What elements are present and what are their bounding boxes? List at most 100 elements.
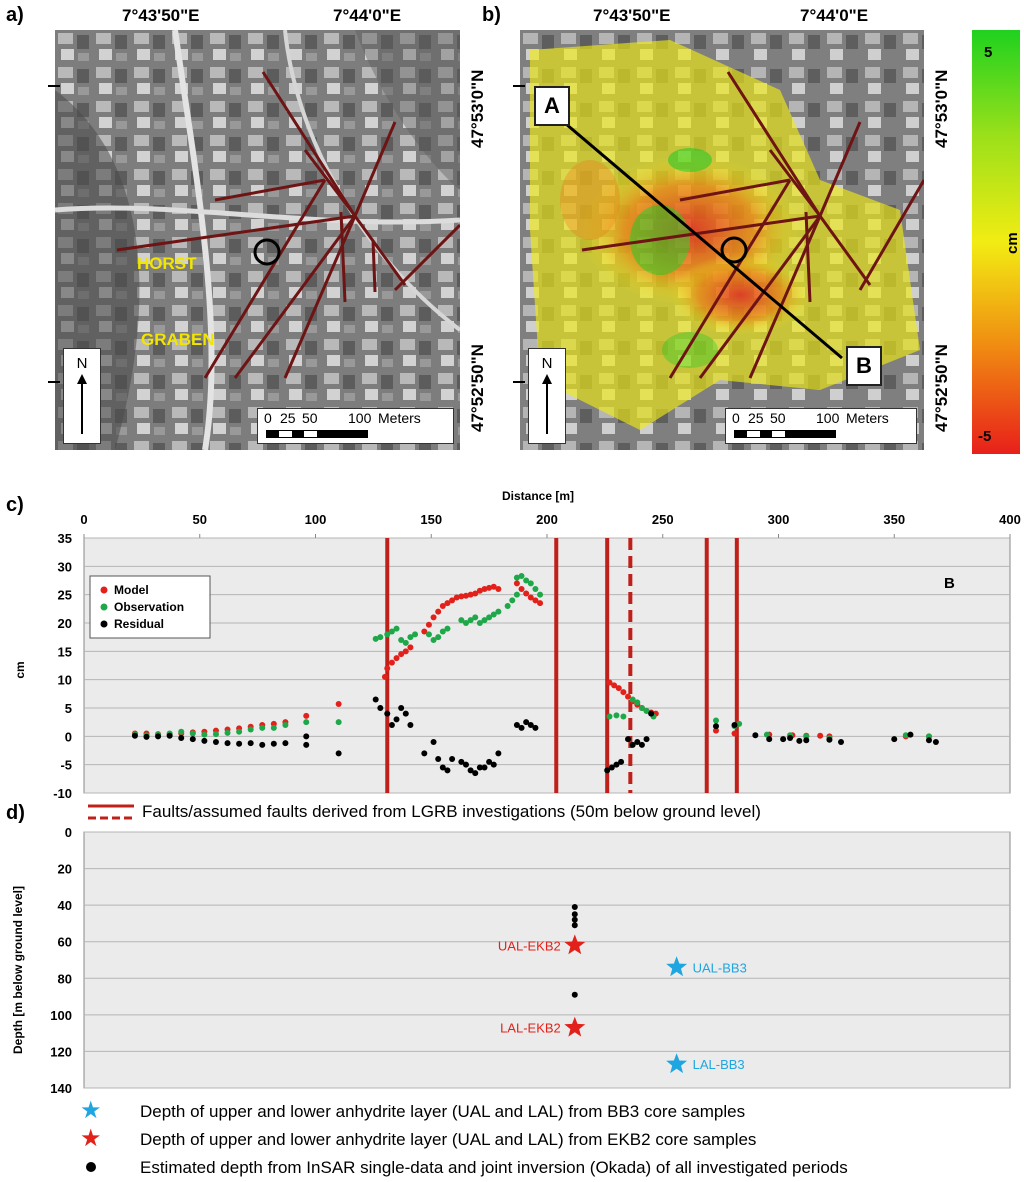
profile-line [565, 122, 843, 360]
y-tick-label: -10 [53, 786, 72, 801]
north-arrow-b: N [528, 348, 566, 444]
residual-point [527, 722, 534, 728]
x-tick-label: 250 [652, 512, 674, 527]
model-point [625, 693, 632, 700]
star-label: UAL-EKB2 [498, 938, 561, 953]
north-label-a: N [76, 355, 88, 372]
ekb2-star [564, 934, 586, 955]
residual-point [398, 705, 405, 711]
residual-point [625, 736, 632, 743]
observation-point [902, 732, 909, 739]
observation-point [509, 597, 516, 604]
colorbar-max-label: 5 [984, 44, 993, 61]
black-dot-icon [86, 1162, 96, 1172]
model-point [537, 600, 544, 607]
residual-point [486, 758, 493, 765]
residual-point [462, 761, 469, 768]
model-point [523, 590, 530, 597]
observation-point [620, 713, 627, 720]
model-point [335, 701, 342, 708]
y-tick-label: 20 [58, 616, 72, 631]
location-circle-a [253, 238, 281, 266]
y-axis-title: cm [13, 661, 27, 678]
estimated-depth-point [571, 922, 578, 929]
observation-point [178, 728, 185, 735]
star-label: UAL-BB3 [693, 960, 747, 975]
y-tick-label: 0 [65, 825, 72, 840]
graben-label: GRABEN [141, 330, 215, 349]
estimated-depth-point [571, 916, 578, 923]
residual-point [166, 732, 173, 739]
residual-point [270, 740, 277, 747]
x-tick-label: 150 [420, 512, 442, 527]
legend-label-residual: Residual [114, 617, 164, 631]
observation-point [476, 620, 483, 626]
residual-point [891, 736, 898, 743]
model-point [472, 590, 479, 597]
x-tick-label: 0 [80, 512, 87, 527]
observation-point [201, 731, 208, 738]
y-tick-label: 120 [50, 1044, 72, 1059]
map-b-imagery: A B N 0 25 50 100 Meters [520, 30, 924, 450]
observation-point [224, 729, 231, 736]
observation-point [259, 724, 266, 731]
residual-point [472, 770, 479, 777]
residual-point [259, 741, 266, 748]
residual-point [303, 741, 310, 748]
model-point [435, 608, 442, 615]
panel-label-c: c) [6, 494, 24, 516]
model-point [444, 600, 451, 607]
model-point [458, 593, 465, 600]
observation-point [613, 712, 620, 719]
observation-point [303, 719, 310, 726]
legend: Model Observation Residual [89, 575, 211, 639]
residual-point [421, 750, 428, 757]
residual-point [189, 736, 196, 743]
x-tick-label: 100 [305, 512, 327, 527]
red-star-icon: ★ [80, 1125, 102, 1152]
y-tick-label: 10 [58, 673, 72, 688]
residual-point [384, 710, 391, 717]
map-a-lon-label-2: 7°44'0"E [333, 6, 402, 25]
corner-label-b: B [944, 575, 955, 592]
map-a-imagery: HORST GRABEN N 0 25 50 100 Meters [55, 30, 460, 450]
panel-label-d: d) [6, 802, 25, 824]
residual-point [372, 696, 379, 703]
observation-point [212, 731, 219, 738]
observation-point [393, 625, 400, 632]
model-point [490, 583, 497, 590]
legend-marker-residual [100, 620, 108, 628]
estimated-depth-point [571, 911, 578, 918]
model-point [430, 614, 437, 621]
observation-point [634, 699, 641, 706]
residual-point [476, 764, 483, 771]
blue-star-icon: ★ [80, 1097, 102, 1124]
map-b-lon-label-2: 7°44'0"E [800, 6, 869, 25]
residual-point [481, 764, 488, 771]
residual-point [393, 716, 400, 723]
panel-label-a: a) [6, 4, 24, 26]
north-label-b: N [541, 355, 553, 372]
residual-point [407, 722, 414, 728]
residual-point [907, 731, 914, 738]
observation-point [458, 617, 465, 624]
residual-point [932, 739, 939, 745]
observation-point [527, 580, 534, 587]
x-tick-label: 400 [999, 512, 1021, 527]
observation-point [606, 713, 613, 720]
legend-text-insar: Estimated depth from InSAR single-data a… [140, 1158, 848, 1177]
y-tick-label: -5 [60, 758, 72, 773]
star-label: LAL-EKB2 [500, 1021, 561, 1036]
observation-point [377, 634, 384, 641]
model-point [476, 587, 483, 594]
depth-chart: 0 20 40 60 80 100 120 140 UAL-EKB2 LAL-EKB2 UAL-BB… [11, 825, 1011, 1096]
observation-point [518, 572, 525, 579]
observation-point [467, 617, 474, 624]
x-tick-label: 350 [883, 512, 905, 527]
residual-point [604, 767, 611, 774]
map-a-lon-label-1: 7°43'50"E [122, 6, 200, 25]
model-point [388, 659, 395, 666]
bb3-star [666, 956, 688, 977]
observation-point [435, 634, 442, 641]
residual-point [532, 724, 539, 731]
